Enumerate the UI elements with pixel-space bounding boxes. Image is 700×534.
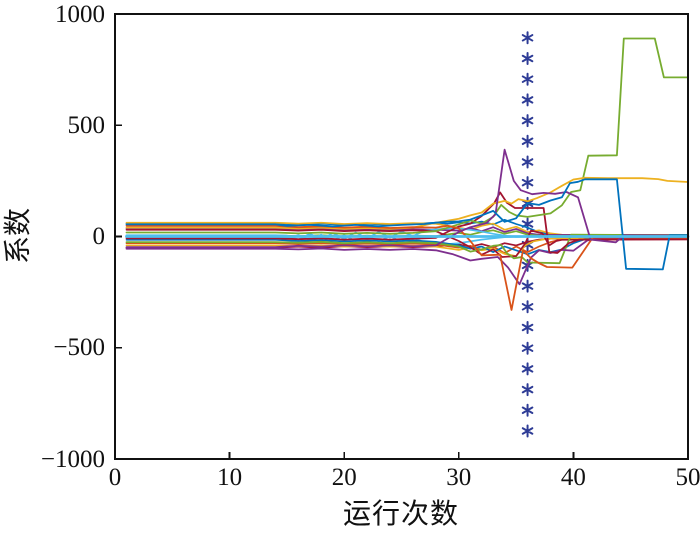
y-tick-label-1000: 1000	[55, 0, 105, 28]
x-tick-label-10: 10	[217, 464, 243, 491]
x-axis-label: 运行次数	[342, 499, 460, 530]
x-tick-label-50: 50	[675, 464, 700, 491]
x-tick-label-40: 40	[560, 464, 586, 491]
series-line-purple-filler	[125, 226, 689, 237]
series-line-purple-low	[125, 237, 689, 286]
y-tick-label-0: 0	[92, 223, 106, 250]
series-line-blue-main	[125, 178, 689, 271]
series-line-darkred-main	[125, 191, 689, 254]
y-tick-label-−500: −500	[53, 334, 105, 362]
y-tick-label-500: 500	[67, 111, 106, 139]
x-tick-label-0: 0	[108, 464, 122, 491]
series-line-green-main	[125, 37, 689, 235]
series-line-yellow-main	[125, 176, 689, 230]
series-line-darkred-filler	[125, 237, 689, 249]
x-tick-label-30: 30	[446, 464, 472, 491]
x-tick-label-20: 20	[331, 464, 357, 491]
y-tick-label-−1000: −1000	[40, 445, 105, 473]
series-line-green-low	[125, 233, 689, 265]
